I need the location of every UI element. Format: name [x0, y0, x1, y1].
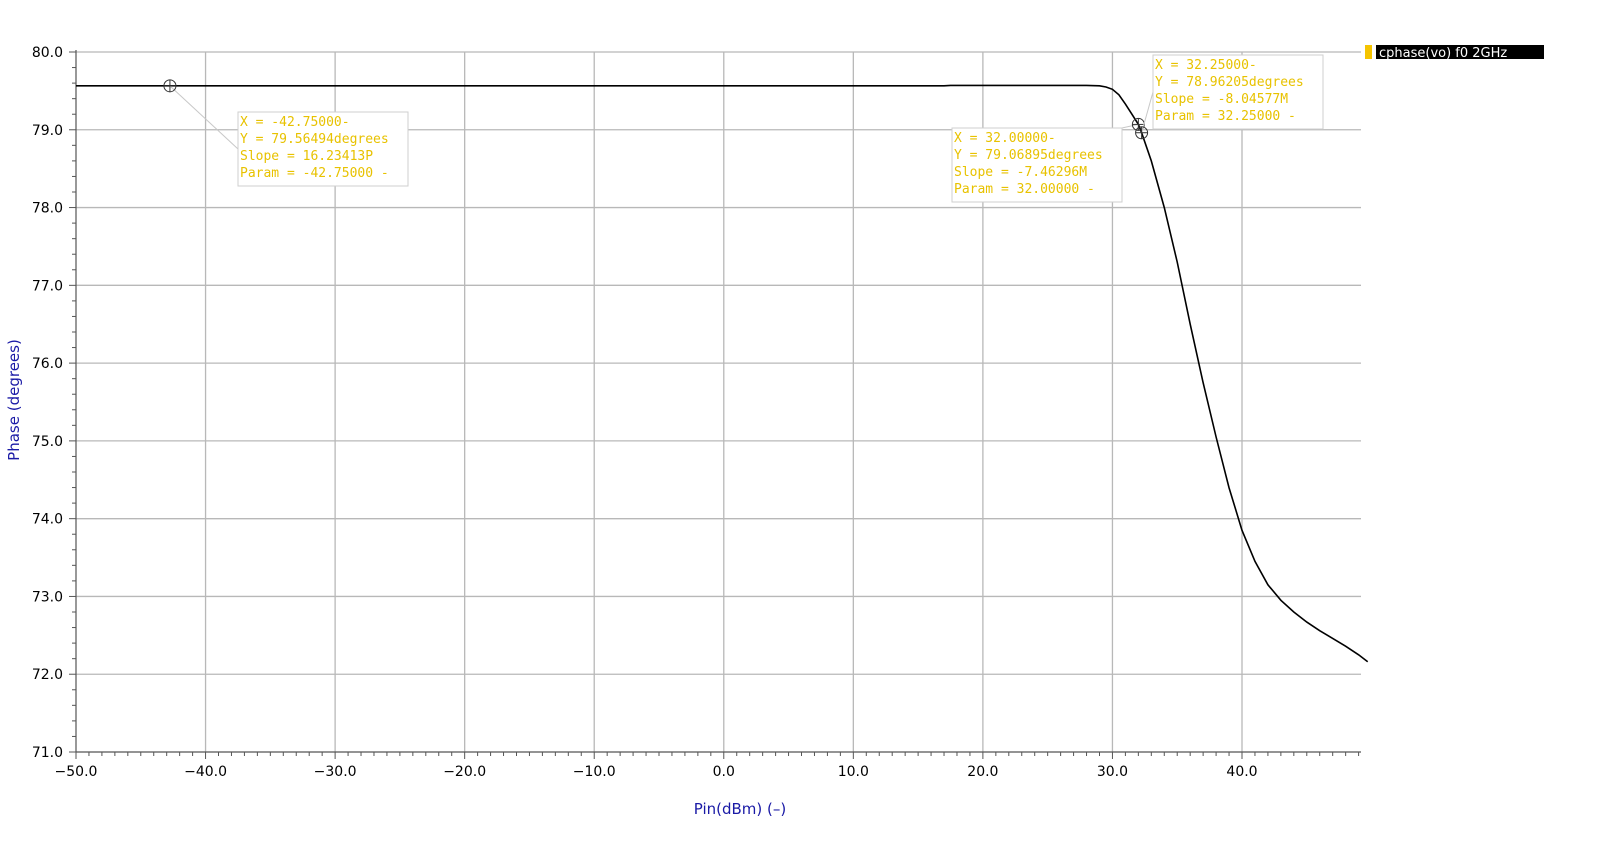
- y-tick-label: 75.0: [32, 434, 63, 450]
- marker-label-line: X = -42.75000-: [240, 115, 350, 130]
- legend-label: cphase(vo) f0 2GHz: [1379, 46, 1507, 61]
- marker-box: [237, 111, 409, 187]
- y-tick-label: 72.0: [32, 667, 63, 683]
- series-line: [76, 84, 1369, 663]
- y-tick-label: 76.0: [32, 356, 63, 372]
- series-lines: [76, 84, 1369, 663]
- marker-label-line: Param = 32.25000 -: [1155, 109, 1296, 124]
- x-tick-label: 40.0: [1226, 764, 1257, 780]
- marker-box: [951, 127, 1123, 203]
- marker-label-line: Y = 78.96205degrees: [1155, 75, 1304, 90]
- y-tick-label: 79.0: [32, 123, 63, 139]
- marker-label-line: Param = -42.75000 -: [240, 166, 389, 181]
- marker-label-line: X = 32.00000-: [954, 131, 1056, 146]
- x-tick-label: −30.0: [314, 764, 357, 780]
- y-tick-label: 71.0: [32, 745, 63, 761]
- x-tick-label: 10.0: [838, 764, 869, 780]
- x-tick-label: −20.0: [443, 764, 486, 780]
- y-tick-label: 77.0: [32, 278, 63, 294]
- x-tick-label: −10.0: [573, 764, 616, 780]
- marker-label-line: Slope = -8.04577M: [1155, 92, 1288, 107]
- marker-label-line: Slope = 16.23413P: [240, 149, 373, 164]
- legend[interactable]: cphase(vo) f0 2GHz: [1365, 45, 1544, 61]
- marker-label-line: Y = 79.56494degrees: [240, 132, 389, 147]
- x-tick-label: −40.0: [184, 764, 227, 780]
- marker-connector: [169, 85, 239, 150]
- marker-label-line: Param = 32.00000 -: [954, 182, 1095, 197]
- x-tick-label: 0.0: [713, 764, 735, 780]
- x-tick-label: −50.0: [55, 764, 98, 780]
- marker-box: [1152, 54, 1324, 130]
- marker-label-line: Y = 79.06895degrees: [954, 148, 1103, 163]
- y-axis-title: Phase (degrees): [5, 339, 23, 461]
- x-tick-label: 30.0: [1097, 764, 1128, 780]
- y-tick-label: 80.0: [32, 45, 63, 61]
- y-tick-label: 74.0: [32, 512, 63, 528]
- x-axis-title: Pin(dBm) (–): [694, 800, 787, 818]
- y-tick-label: 73.0: [32, 589, 63, 605]
- x-tick-label: 20.0: [967, 764, 998, 780]
- marker-label-line: Slope = -7.46296M: [954, 165, 1087, 180]
- grid: [76, 51, 1361, 752]
- axes: −50.0 −40.0 −30.0 −20.0 −10.0 0.0 10.0 20.0 30.0…: [32, 45, 1361, 780]
- marker-label-line: X = 32.25000-: [1155, 58, 1257, 73]
- legend-swatch: [1365, 45, 1372, 59]
- y-tick-label: 78.0: [32, 201, 63, 217]
- legend-label-bg: [1376, 45, 1544, 59]
- marker-connector: [1141, 91, 1154, 133]
- markers: X = -42.75000- Y = 79.56494degrees Slope =…: [163, 54, 1324, 203]
